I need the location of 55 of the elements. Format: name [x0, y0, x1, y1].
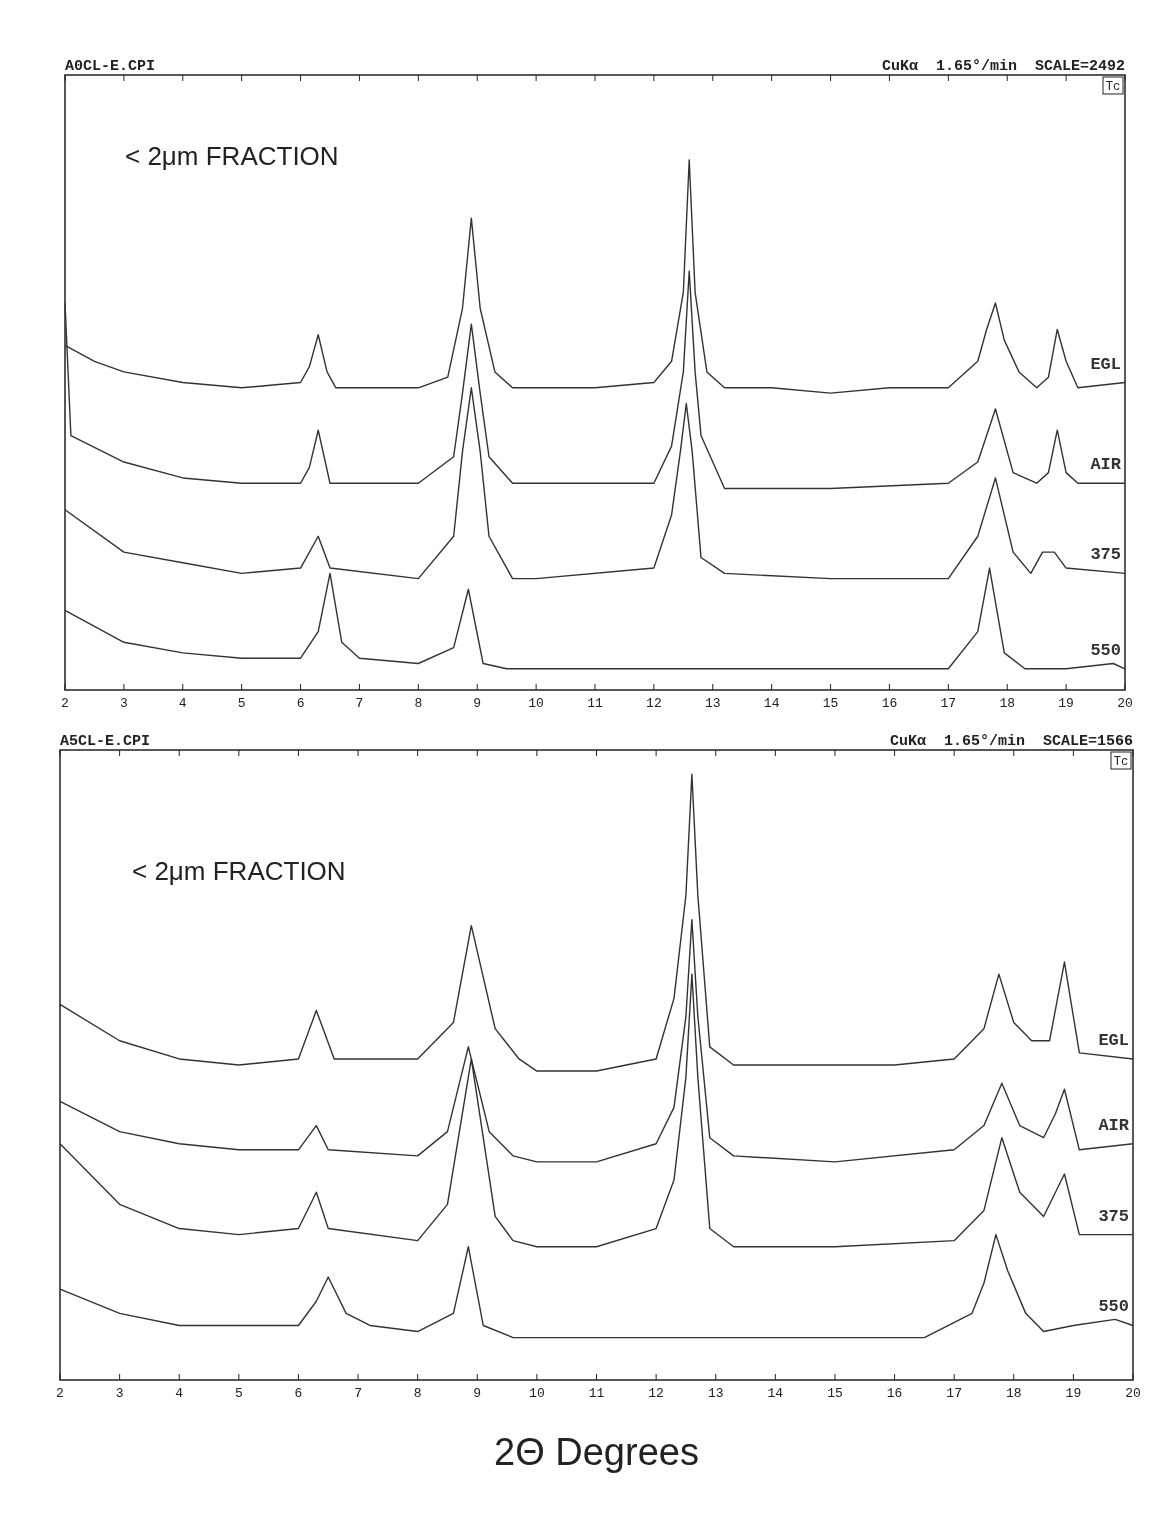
x-tick-label: 10 [528, 696, 544, 711]
x-tick-label: 4 [178, 696, 187, 711]
x-tick-label: 2 [61, 696, 69, 711]
x-tick-label: 13 [707, 1386, 724, 1401]
x-tick-label: 20 [1125, 1386, 1141, 1401]
x-axis-title: 2Θ Degrees [494, 1431, 699, 1473]
x-tick-label: 10 [529, 1386, 545, 1401]
x-tick-label: 18 [1005, 1386, 1022, 1401]
x-tick-label: 7 [354, 1386, 362, 1401]
x-tick-label: 17 [946, 1386, 962, 1401]
chart-subtitle: CuKα 1.65°/min SCALE=1566 [889, 733, 1133, 750]
x-tick-label: 9 [473, 696, 482, 711]
x-tick-label: 2 [56, 1386, 64, 1401]
chart-title: A0CL-E.CPI [65, 58, 156, 75]
text: Tc [1113, 755, 1129, 769]
series-label: 375 [1090, 545, 1121, 565]
x-tick-label: 5 [234, 1386, 243, 1401]
series-label: 375 [1098, 1206, 1129, 1226]
x-tick-label: 19 [1065, 1386, 1082, 1401]
x-tick-label: 9 [473, 1386, 482, 1401]
x-tick-label: 12 [648, 1386, 664, 1401]
x-tick-label: 18 [999, 696, 1016, 711]
x-tick-label: 8 [414, 696, 423, 711]
x-tick-label: 4 [175, 1386, 184, 1401]
x-tick-label: 14 [763, 696, 780, 711]
x-tick-label: 8 [413, 1386, 422, 1401]
x-tick-label: 16 [886, 1386, 903, 1401]
x-tick-label: 20 [1117, 696, 1133, 711]
text: Tc [1105, 80, 1121, 94]
chart-subtitle: CuKα 1.65°/min SCALE=2492 [881, 58, 1125, 75]
x-tick-label: 11 [587, 696, 603, 711]
x-tick-label: 5 [237, 696, 246, 711]
x-tick-label: 19 [1058, 696, 1074, 711]
x-tick-label: 13 [704, 696, 721, 711]
x-tick-label: 11 [588, 1386, 605, 1401]
series-label: AIR [1098, 1115, 1130, 1135]
series-label: 550 [1090, 640, 1121, 660]
series-label: 550 [1098, 1297, 1129, 1317]
annotation: < 2μm FRACTION [132, 856, 346, 886]
x-tick-label: 3 [119, 696, 128, 711]
x-tick-label: 12 [646, 696, 662, 711]
x-tick-label: 15 [822, 696, 839, 711]
x-tick-label: 17 [940, 696, 957, 711]
x-tick-label: 3 [115, 1386, 124, 1401]
x-tick-label: 15 [827, 1386, 843, 1401]
series-label: EGL [1098, 1030, 1129, 1050]
series-label: EGL [1090, 354, 1121, 374]
chart-title: A5CL-E.CPI [60, 733, 151, 750]
series-label: AIR [1090, 455, 1122, 475]
x-tick-label: 14 [767, 1386, 784, 1401]
x-tick-label: 6 [294, 1386, 303, 1401]
x-tick-label: 7 [355, 696, 364, 711]
x-tick-label: 16 [881, 696, 898, 711]
x-tick-label: 6 [296, 696, 305, 711]
annotation: < 2μm FRACTION [125, 141, 339, 171]
